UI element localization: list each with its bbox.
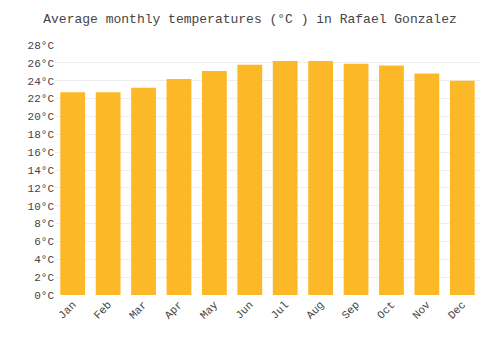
svg-text:Sep: Sep bbox=[340, 299, 362, 321]
svg-text:Mar: Mar bbox=[127, 299, 149, 321]
svg-text:Apr: Apr bbox=[162, 299, 184, 321]
svg-text:20°C: 20°C bbox=[28, 111, 55, 123]
svg-text:8°C: 8°C bbox=[34, 218, 54, 230]
svg-text:Feb: Feb bbox=[92, 299, 114, 321]
svg-text:10°C: 10°C bbox=[28, 201, 55, 213]
svg-text:May: May bbox=[198, 299, 221, 322]
svg-text:18°C: 18°C bbox=[28, 129, 55, 141]
svg-text:26°C: 26°C bbox=[28, 58, 55, 70]
svg-text:Nov: Nov bbox=[410, 299, 433, 322]
svg-text:Jun: Jun bbox=[233, 299, 255, 321]
svg-text:22°C: 22°C bbox=[28, 93, 55, 105]
svg-text:14°C: 14°C bbox=[28, 165, 55, 177]
svg-text:Jan: Jan bbox=[56, 299, 78, 321]
svg-text:Aug: Aug bbox=[304, 299, 326, 321]
svg-text:Oct: Oct bbox=[375, 299, 397, 321]
svg-text:Jul: Jul bbox=[269, 299, 291, 321]
svg-text:2°C: 2°C bbox=[34, 272, 54, 284]
svg-text:12°C: 12°C bbox=[28, 183, 55, 195]
svg-text:16°C: 16°C bbox=[28, 147, 55, 159]
svg-text:Dec: Dec bbox=[446, 299, 468, 321]
svg-text:28°C: 28°C bbox=[28, 40, 55, 52]
svg-text:24°C: 24°C bbox=[28, 76, 55, 88]
svg-text:6°C: 6°C bbox=[34, 236, 54, 248]
svg-text:Average monthly temperatures (: Average monthly temperatures (°C ) in Ra… bbox=[43, 12, 456, 27]
svg-text:4°C: 4°C bbox=[34, 254, 54, 266]
svg-text:0°C: 0°C bbox=[34, 290, 54, 302]
